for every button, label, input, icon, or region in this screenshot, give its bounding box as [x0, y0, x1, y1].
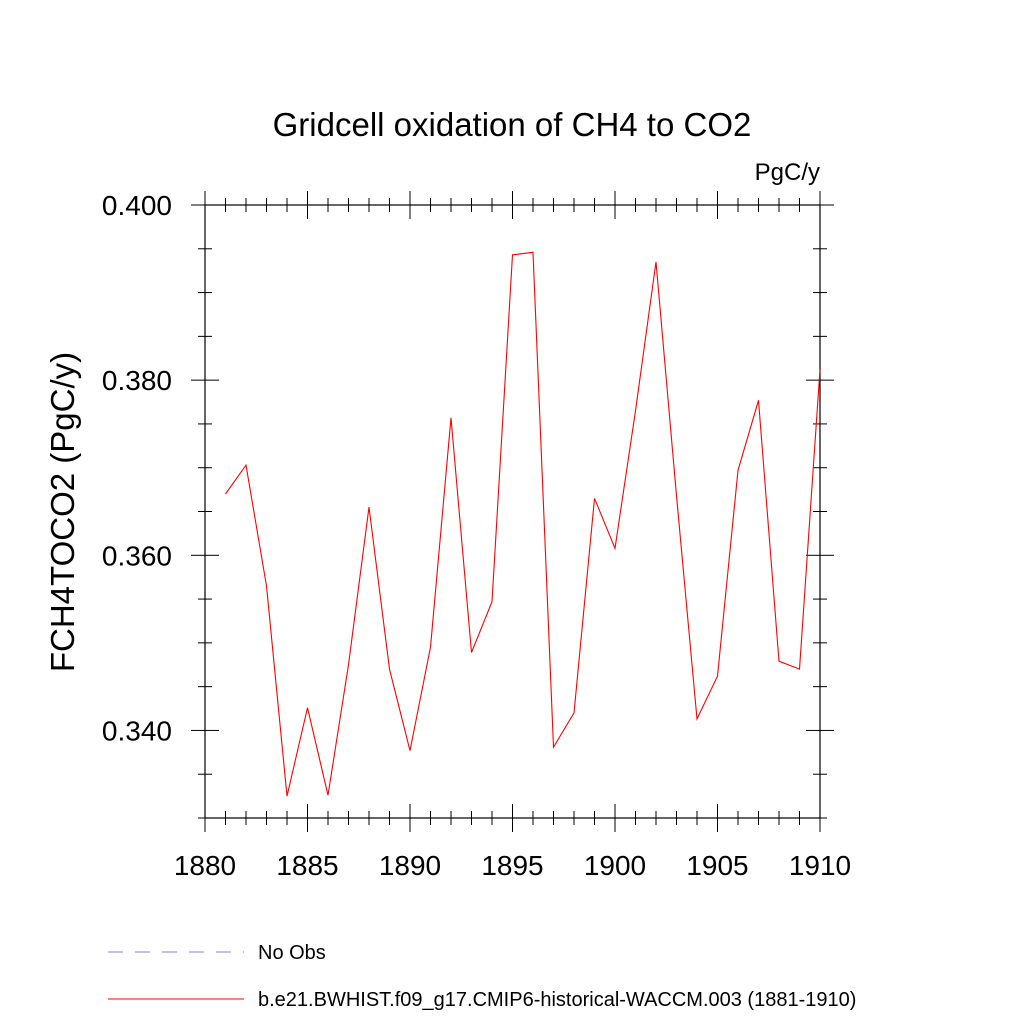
x-tick-label: 1885 [276, 850, 338, 881]
series-lines [225, 251, 821, 797]
x-tick-label: 1905 [686, 850, 748, 881]
y-tick-label: 0.340 [102, 715, 172, 746]
x-tick-label: 1880 [174, 850, 236, 881]
x-tick-label: 1890 [379, 850, 441, 881]
legend: No Obs b.e21.BWHIST.f09_g17.CMIP6-histori… [108, 942, 856, 1011]
x-tick-label: 1910 [789, 850, 851, 881]
x-tick-label: 1895 [481, 850, 543, 881]
axis-ticks [191, 191, 834, 832]
series-line [225, 251, 821, 797]
chart-title: Gridcell oxidation of CH4 to CO2 [273, 106, 752, 143]
legend-label: No Obs [258, 942, 326, 964]
plot-frame [204, 204, 821, 819]
units-label: PgC/y [755, 159, 820, 186]
y-axis-label: FCH4TOCO2 (PgC/y) [44, 352, 81, 672]
y-tick-label: 0.360 [102, 540, 172, 571]
y-tick-label: 0.400 [102, 190, 172, 221]
legend-label: b.e21.BWHIST.f09_g17.CMIP6-historical-WA… [258, 989, 856, 1011]
x-tick-label: 1900 [584, 850, 646, 881]
y-tick-label: 0.380 [102, 365, 172, 396]
tick-labels: 1880 1885 1890 1895 1900 1905 1910 0.340 0.360 0.… [102, 190, 851, 881]
